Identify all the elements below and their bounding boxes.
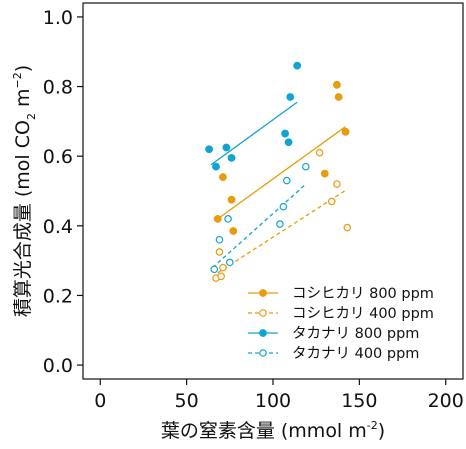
y-tick-label: 0.2 [43, 285, 73, 307]
data-point-series-2 [281, 129, 289, 138]
data-point-series-1 [327, 197, 336, 206]
fit-lines [210, 101, 348, 274]
data-point-series-2 [227, 154, 236, 162]
x-tick-label: 150 [341, 390, 377, 412]
data-point-series-3 [226, 258, 234, 267]
y-axis-label-sup: −2 [11, 72, 24, 88]
data-point-series-3 [276, 220, 284, 228]
data-point-series-1 [343, 223, 352, 232]
legend-label-series-0: コシヒカリ 800 ppm [292, 286, 434, 302]
legend: コシヒカリ 800 ppm コシヒカリ 400 ppm タカナリ 800 ppm タカ… [248, 286, 434, 362]
legend-marker-series-0 [259, 289, 267, 297]
y-axis-label: 積算光合成量 (mol CO2 m−2) [11, 65, 38, 317]
data-point-series-1 [219, 263, 227, 272]
x-tick-label: 200 [428, 390, 464, 412]
legend-marker-series-1 [259, 309, 267, 317]
y-tick-label: 0.8 [43, 77, 73, 99]
data-point-series-3 [215, 235, 224, 244]
x-tick-label: 100 [255, 390, 291, 412]
data-point-series-3 [224, 215, 232, 223]
data-point-series-2 [286, 93, 295, 101]
y-axis-label-main: 積算光合成量 (mol CO [12, 120, 34, 317]
y-axis-label-close: ) [12, 65, 34, 72]
x-tick-label: 0 [94, 390, 106, 412]
y-tick-label: 0.6 [43, 146, 73, 168]
data-point-series-3 [302, 162, 310, 171]
data-point-series-2 [284, 138, 293, 147]
x-axis-label-sup: -2 [367, 419, 378, 432]
data-point-series-3 [210, 265, 219, 274]
x-axis-label-main: 葉の窒素含量 (mmol m [161, 420, 367, 442]
x-tick-label: 50 [175, 390, 199, 412]
data-point-series-0 [334, 93, 343, 101]
data-point-series-3 [279, 202, 288, 211]
data-point-series-0 [229, 227, 238, 235]
fit-line-series-0 [217, 126, 346, 220]
y-axis-label-mid: m [12, 88, 34, 113]
data-point-series-1 [217, 272, 225, 281]
x-axis-label-close: ) [378, 420, 385, 442]
y-tick-label: 0.4 [43, 216, 73, 238]
data-point-series-0 [227, 195, 236, 204]
y-axis: 0.0 0.2 0.4 0.6 0.8 1.0 [43, 7, 83, 377]
legend-label-series-2: タカナリ 800 ppm [292, 325, 419, 342]
data-point-series-0 [213, 214, 222, 223]
legend-marker-series-3 [259, 349, 267, 357]
fit-line-series-1 [217, 188, 348, 274]
data-point-series-0 [341, 127, 350, 136]
data-point-series-2 [205, 145, 213, 154]
data-point-series-2 [293, 61, 302, 70]
data-point-series-3 [283, 176, 291, 185]
x-axis: 0 50 100 150 200 [94, 379, 464, 412]
data-point-series-1 [315, 148, 324, 157]
data-point-series-0 [320, 169, 329, 178]
fit-line-series-2 [210, 101, 298, 166]
data-point-series-0 [333, 80, 341, 89]
y-axis-label-sub: 2 [25, 113, 38, 120]
y-tick-label: 1.0 [43, 7, 73, 29]
y-tick-label: 0.0 [43, 355, 73, 377]
legend-label-series-3: タカナリ 400 ppm [292, 345, 419, 362]
data-point-series-1 [333, 180, 341, 188]
x-axis-label: 葉の窒素含量 (mmol m-2) [161, 419, 385, 442]
data-point-series-2 [212, 162, 220, 171]
legend-label-series-1: コシヒカリ 400 ppm [292, 306, 434, 322]
data-point-series-1 [215, 248, 224, 256]
data-points [205, 61, 352, 282]
data-point-series-2 [222, 143, 231, 152]
legend-marker-series-2 [259, 329, 267, 337]
plot-frame [82, 2, 464, 380]
data-point-series-0 [219, 173, 227, 181]
